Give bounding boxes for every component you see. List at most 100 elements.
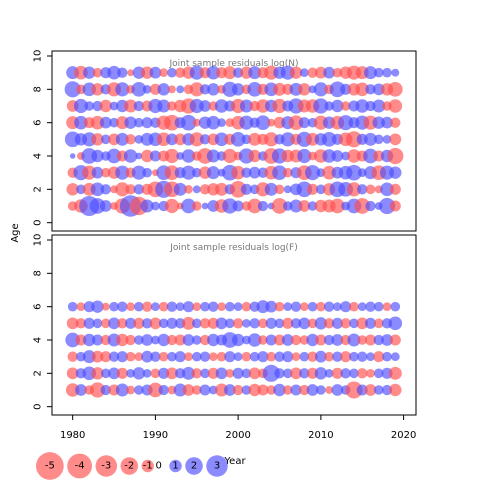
residual-bubble (117, 318, 128, 329)
residual-bubble (338, 115, 354, 131)
residual-bubble (157, 99, 171, 113)
residual-bubble (241, 368, 252, 379)
residual-bubble (316, 184, 326, 195)
residual-bubble (180, 114, 197, 131)
residual-bubble (217, 302, 226, 312)
legend-label: -3 (101, 461, 111, 472)
residual-bubble (233, 352, 243, 362)
residual-bubble (217, 118, 226, 128)
residual-bubble (373, 67, 384, 78)
residual-bubble (363, 148, 378, 164)
residual-bubble (189, 98, 204, 114)
residual-bubble (168, 85, 176, 94)
residual-bubble (356, 384, 368, 396)
residual-bubble (141, 318, 153, 329)
residual-bubble (355, 99, 370, 113)
residual-bubble (323, 334, 335, 346)
residual-bubble (239, 115, 254, 130)
residual-bubble (282, 385, 293, 395)
residual-bubble (158, 384, 169, 396)
residual-bubble (307, 67, 318, 78)
residual-bubble (133, 184, 145, 195)
residual-bubble (389, 200, 401, 212)
residual-bubble (116, 333, 129, 347)
residual-bubble (267, 118, 276, 127)
residual-bubble (199, 351, 211, 362)
residual-bubble (340, 101, 351, 111)
residual-bubble (381, 334, 393, 346)
residual-bubble (215, 367, 228, 380)
residual-bubble (324, 368, 334, 378)
residual-bubble (216, 351, 227, 362)
legend-bubble (120, 457, 139, 475)
residual-bubble (299, 302, 309, 312)
residual-bubble (273, 383, 286, 397)
residual-bubble (299, 335, 310, 345)
x-tick-label: 1990 (143, 430, 168, 441)
residual-bubble (151, 302, 160, 312)
residual-bubble (363, 66, 378, 80)
residual-bubble (224, 351, 236, 363)
residual-bubble (289, 199, 303, 213)
residual-bubble (158, 351, 169, 362)
residual-bubble (99, 116, 112, 129)
residual-bubble (258, 335, 268, 345)
residual-bubble (298, 317, 311, 330)
residual-bubble (249, 318, 260, 329)
legend-bubble (185, 457, 203, 475)
residual-bubble (208, 352, 218, 362)
residual-bubble (347, 333, 361, 347)
residual-bubble (158, 301, 169, 312)
residual-bubble (322, 165, 336, 180)
residual-bubble (166, 367, 178, 380)
residual-bubble (106, 148, 122, 164)
legend-label: 0 (155, 461, 161, 472)
residual-bubble (83, 66, 96, 79)
residual-bubble (314, 317, 328, 330)
residual-bubble (233, 302, 243, 312)
residual-bubble (140, 66, 154, 79)
residual-bubble (382, 302, 392, 312)
residual-bubble (166, 334, 178, 346)
residual-bubble (382, 67, 392, 78)
residual-bubble (175, 302, 185, 312)
residual-bubble (208, 301, 219, 312)
residual-bubble (372, 99, 386, 113)
residual-bubble (116, 351, 128, 363)
y-tick-label: 2 (33, 186, 44, 192)
residual-bubble (115, 383, 129, 397)
residual-bubble (91, 334, 104, 346)
residual-bubble (191, 201, 202, 211)
residual-bubble (282, 351, 294, 363)
residual-bubble (124, 116, 137, 129)
residual-bubble (354, 198, 371, 214)
residual-bubble (248, 367, 261, 380)
residual-bubble (331, 317, 343, 329)
residual-bubble (271, 198, 288, 214)
residual-bubble (357, 302, 367, 312)
residual-bubble (373, 385, 384, 395)
residual-bubble (140, 199, 154, 213)
residual-bubble (91, 83, 104, 96)
residual-bubble (107, 65, 121, 80)
residual-bubble (214, 99, 229, 113)
residual-bubble (174, 334, 186, 346)
residual-bubble (274, 318, 285, 329)
residual-bubble (316, 385, 326, 395)
residual-bubble (92, 100, 103, 112)
residual-bubble (66, 367, 79, 380)
residual-bubble (91, 367, 104, 380)
residual-bubble (65, 332, 81, 348)
residual-bubble (108, 317, 120, 330)
residual-bubble (373, 301, 384, 312)
residual-bubble (357, 351, 368, 362)
residual-bubble (132, 367, 146, 380)
residual-bubble (201, 202, 209, 210)
legend-label: -5 (45, 461, 55, 472)
residual-bubble (306, 333, 319, 347)
residual-bubble (380, 182, 394, 197)
residual-bubble (199, 184, 211, 195)
residual-bubble (387, 147, 404, 165)
y-tick-label: 2 (33, 370, 44, 376)
residual-bubble (192, 118, 201, 127)
